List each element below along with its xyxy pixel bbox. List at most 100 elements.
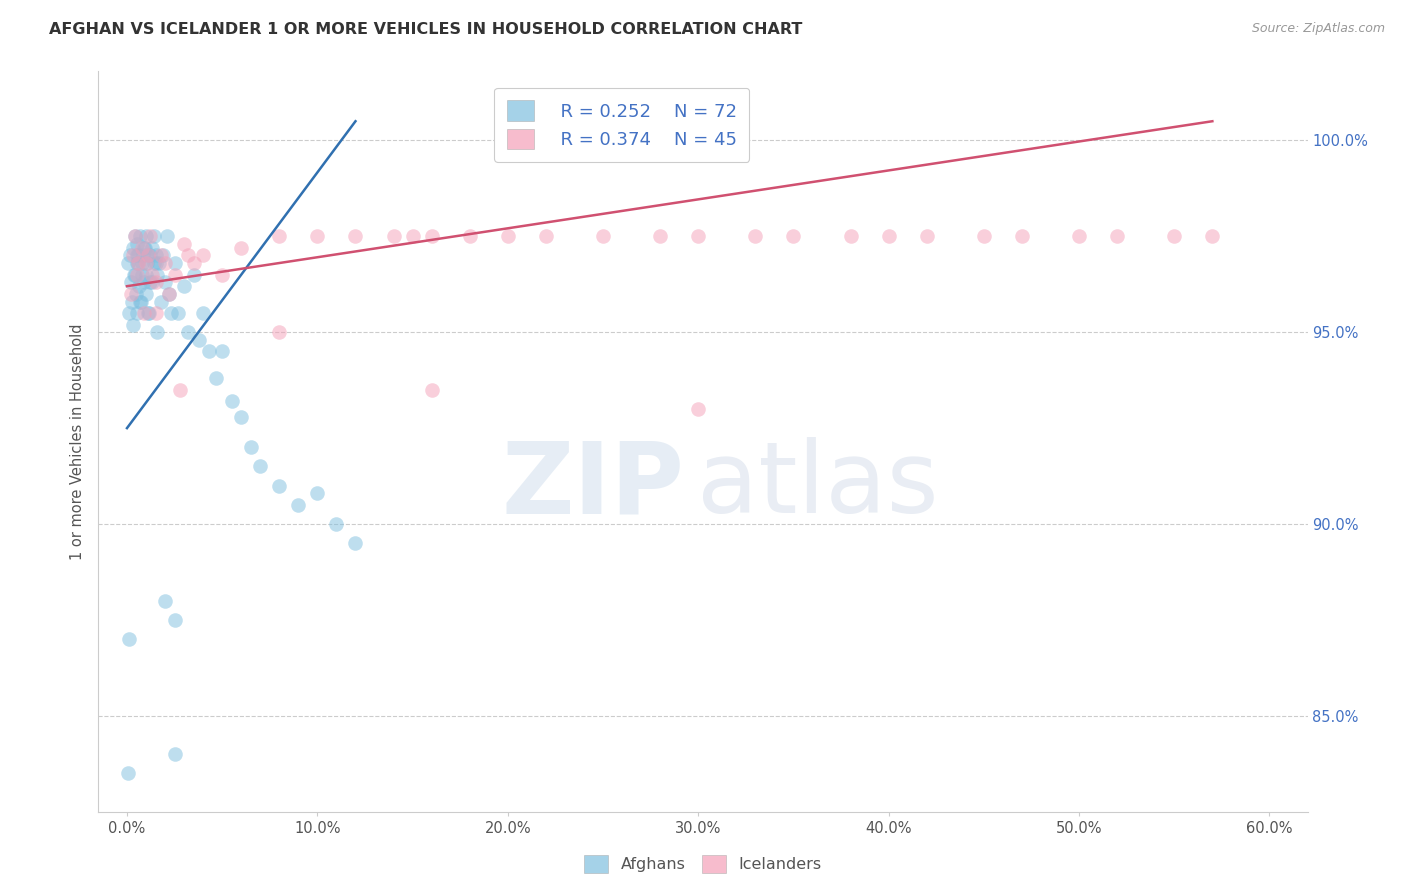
- Point: [344, 536, 367, 550]
- Point: [125, 268, 148, 282]
- Point: [127, 306, 149, 320]
- Point: [142, 256, 165, 270]
- Point: [688, 229, 710, 244]
- Point: [177, 325, 200, 339]
- Point: [146, 268, 169, 282]
- Point: [145, 276, 167, 290]
- Point: [173, 237, 195, 252]
- Point: [183, 268, 205, 282]
- Point: [534, 229, 557, 244]
- Point: [131, 256, 153, 270]
- Point: [188, 333, 211, 347]
- Point: [120, 286, 142, 301]
- Point: [163, 256, 186, 270]
- Point: [269, 325, 291, 339]
- Point: [127, 256, 149, 270]
- Y-axis label: 1 or more Vehicles in Household: 1 or more Vehicles in Household: [70, 323, 86, 560]
- Point: [127, 256, 149, 270]
- Point: [153, 593, 176, 607]
- Point: [173, 279, 195, 293]
- Point: [131, 241, 153, 255]
- Point: [153, 256, 176, 270]
- Point: [136, 306, 159, 320]
- Point: [1011, 229, 1033, 244]
- Point: [221, 394, 243, 409]
- Point: [287, 498, 309, 512]
- Point: [159, 306, 181, 320]
- Point: [121, 294, 143, 309]
- Point: [127, 248, 149, 262]
- Point: [125, 248, 148, 262]
- Point: [688, 401, 710, 416]
- Point: [141, 276, 163, 290]
- Point: [307, 486, 329, 500]
- Point: [124, 229, 146, 244]
- Point: [420, 383, 443, 397]
- Point: [191, 306, 214, 320]
- Point: [142, 229, 165, 244]
- Point: [121, 241, 143, 255]
- Point: [191, 248, 214, 262]
- Point: [344, 229, 367, 244]
- Point: [167, 306, 190, 320]
- Point: [163, 268, 186, 282]
- Point: [205, 371, 228, 385]
- Point: [135, 268, 157, 282]
- Point: [249, 459, 271, 474]
- Point: [157, 286, 180, 301]
- Point: [118, 306, 141, 320]
- Point: [269, 478, 291, 492]
- Point: [231, 241, 253, 255]
- Point: [146, 325, 169, 339]
- Point: [877, 229, 900, 244]
- Point: [150, 294, 173, 309]
- Point: [973, 229, 995, 244]
- Point: [129, 294, 152, 309]
- Point: [239, 440, 262, 454]
- Point: [1163, 229, 1185, 244]
- Point: [141, 241, 163, 255]
- Point: [125, 237, 148, 252]
- Point: [307, 229, 329, 244]
- Point: [117, 766, 139, 780]
- Point: [145, 256, 167, 270]
- Point: [1107, 229, 1129, 244]
- Point: [135, 286, 157, 301]
- Point: [157, 286, 180, 301]
- Point: [382, 229, 405, 244]
- Point: [141, 268, 163, 282]
- Text: atlas: atlas: [697, 437, 939, 534]
- Point: [124, 286, 146, 301]
- Point: [915, 229, 938, 244]
- Point: [156, 229, 179, 244]
- Point: [118, 632, 141, 646]
- Point: [839, 229, 862, 244]
- Point: [134, 306, 156, 320]
- Point: [177, 248, 200, 262]
- Point: [139, 229, 162, 244]
- Point: [782, 229, 804, 244]
- Point: [1201, 229, 1223, 244]
- Point: [124, 268, 146, 282]
- Text: AFGHAN VS ICELANDER 1 OR MORE VEHICLES IN HOUSEHOLD CORRELATION CHART: AFGHAN VS ICELANDER 1 OR MORE VEHICLES I…: [49, 22, 803, 37]
- Point: [128, 279, 150, 293]
- Point: [139, 248, 162, 262]
- Point: [117, 256, 139, 270]
- Point: [148, 256, 170, 270]
- Point: [135, 256, 157, 270]
- Point: [325, 516, 347, 531]
- Point: [183, 256, 205, 270]
- Point: [169, 383, 191, 397]
- Point: [134, 276, 156, 290]
- Text: ZIP: ZIP: [502, 437, 685, 534]
- Point: [420, 229, 443, 244]
- Point: [124, 229, 146, 244]
- Point: [401, 229, 423, 244]
- Text: Source: ZipAtlas.com: Source: ZipAtlas.com: [1251, 22, 1385, 36]
- Point: [496, 229, 519, 244]
- Point: [150, 248, 173, 262]
- Point: [122, 268, 145, 282]
- Point: [231, 409, 253, 424]
- Point: [118, 248, 141, 262]
- Point: [211, 268, 233, 282]
